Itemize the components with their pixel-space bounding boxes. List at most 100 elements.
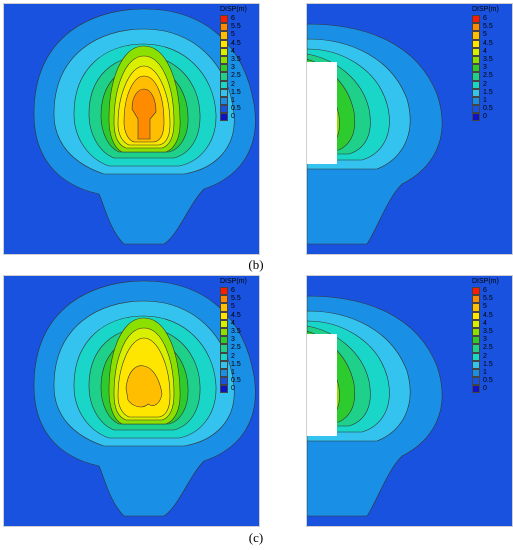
- legend-swatch: [472, 55, 480, 65]
- legend-entry: 0.5: [220, 377, 256, 386]
- legend-title: DISP(m): [472, 278, 499, 285]
- legend-label: 6: [231, 15, 235, 23]
- legend-swatch: [220, 39, 228, 48]
- legend-entry: 0.5: [472, 377, 508, 386]
- legend-label: 2: [231, 352, 235, 360]
- legend-swatch: [220, 287, 228, 296]
- legend-label: 3: [231, 336, 235, 344]
- legend-swatch: [220, 96, 228, 106]
- legend-label: 3: [483, 336, 487, 344]
- legend-entry: 4.5: [220, 39, 256, 48]
- legend-label: 5: [231, 31, 235, 39]
- legend-label: 1.5: [231, 88, 241, 96]
- legend-swatch: [220, 377, 228, 386]
- legend-swatch: [220, 327, 228, 337]
- legend-swatch: [472, 96, 480, 106]
- legend-entry: 2: [220, 352, 256, 361]
- legend-entry: 5: [472, 31, 508, 40]
- legend-swatch: [472, 72, 480, 81]
- legend-entry: 6: [472, 15, 508, 24]
- legend-label: 3.5: [231, 328, 241, 336]
- legend-entry: 5.5: [220, 295, 256, 304]
- legend-swatch: [220, 352, 228, 361]
- legend-entry: 1: [220, 96, 256, 106]
- legend-swatch: [220, 72, 228, 81]
- legend-swatch: [472, 368, 480, 378]
- legend-swatch: [220, 344, 228, 353]
- legend-entry: 4: [472, 319, 508, 328]
- legend-label: 3.5: [483, 328, 493, 336]
- legend-label: 2.5: [483, 72, 493, 80]
- legend-swatch: [472, 311, 480, 320]
- legend-label: 2: [231, 80, 235, 88]
- legend-entry: 3: [472, 336, 508, 345]
- legend-entry: 1.5: [220, 88, 256, 97]
- contour-plot-b-full: [4, 4, 259, 254]
- legend-label: 4.5: [231, 311, 241, 319]
- legend-label: 1: [231, 96, 235, 104]
- caption-b: (b): [248, 257, 264, 272]
- legend-entry: 3.5: [472, 55, 508, 65]
- legend-entry: 2.5: [472, 344, 508, 353]
- legend-swatch: [220, 336, 228, 345]
- legend-rows: 6 5.5 5 4.5 4 3.5 3 2.5 2 1.5 1 0.5 0: [220, 287, 256, 394]
- legend-entry: 5: [220, 303, 256, 312]
- legend-label: 0: [231, 113, 235, 121]
- legend-title: DISP(m): [472, 6, 499, 13]
- legend-label: 1.5: [483, 88, 493, 96]
- caption-c: (c): [248, 530, 264, 545]
- legend-swatch: [472, 303, 480, 312]
- legend-entry: 2: [220, 80, 256, 89]
- legend-label: 2: [483, 352, 487, 360]
- legend-swatch: [220, 88, 228, 97]
- legend-label: 0: [231, 385, 235, 393]
- legend-entry: 2: [472, 352, 508, 361]
- legend-swatch: [220, 295, 228, 304]
- legend-swatch: [220, 303, 228, 312]
- legend-entry: 4: [220, 319, 256, 328]
- legend-swatch: [472, 287, 480, 296]
- legend-swatch: [472, 327, 480, 337]
- legend-swatch: [472, 47, 480, 56]
- legend-c-left: DISP(m) 6 5.5 5 4.5 4 3.5 3 2.5 2 1.5 1 0.5 0: [220, 278, 256, 394]
- legend-entry: 0: [472, 113, 508, 122]
- legend-label: 3: [231, 64, 235, 72]
- legend-swatch: [220, 113, 228, 122]
- legend-entry: 1.5: [472, 360, 508, 369]
- legend-entry: 5.5: [220, 23, 256, 32]
- legend-entry: 3.5: [220, 55, 256, 65]
- legend-entry: 3: [220, 64, 256, 73]
- legend-label: 2.5: [483, 344, 493, 352]
- legend-swatch: [220, 385, 228, 394]
- legend-label: 1: [231, 368, 235, 376]
- legend-entry: 0.5: [220, 105, 256, 114]
- legend-rows: 6 5.5 5 4.5 4 3.5 3 2.5 2 1.5 1 0.5 0: [220, 15, 256, 122]
- legend-swatch: [472, 385, 480, 394]
- legend-label: 3: [483, 64, 487, 72]
- legend-entry: 5.5: [472, 295, 508, 304]
- legend-swatch: [220, 105, 228, 114]
- legend-swatch: [472, 319, 480, 328]
- legend-label: 0: [483, 385, 487, 393]
- legend-label: 4: [231, 47, 235, 55]
- legend-label: 4.5: [231, 39, 241, 47]
- legend-swatch: [220, 80, 228, 89]
- legend-label: 1.5: [483, 360, 493, 368]
- legend-entry: 2: [472, 80, 508, 89]
- legend-entry: 3.5: [220, 327, 256, 337]
- legend-entry: 1: [220, 368, 256, 378]
- legend-entry: 5.5: [472, 23, 508, 32]
- legend-label: 4.5: [483, 39, 493, 47]
- legend-entry: 3.5: [472, 327, 508, 337]
- legend-title: DISP(m): [220, 278, 247, 285]
- legend-entry: 0.5: [472, 105, 508, 114]
- legend-label: 5: [483, 31, 487, 39]
- legend-label: 1.5: [231, 360, 241, 368]
- legend-entry: 4.5: [472, 39, 508, 48]
- legend-swatch: [472, 64, 480, 73]
- legend-entry: 1: [472, 96, 508, 106]
- legend-b-right: DISP(m) 6 5.5 5 4.5 4 3.5 3 2.5 2 1.5 1 0.5 0: [472, 6, 508, 122]
- legend-entry: 1.5: [472, 88, 508, 97]
- legend-swatch: [472, 80, 480, 89]
- legend-label: 0.5: [483, 377, 493, 385]
